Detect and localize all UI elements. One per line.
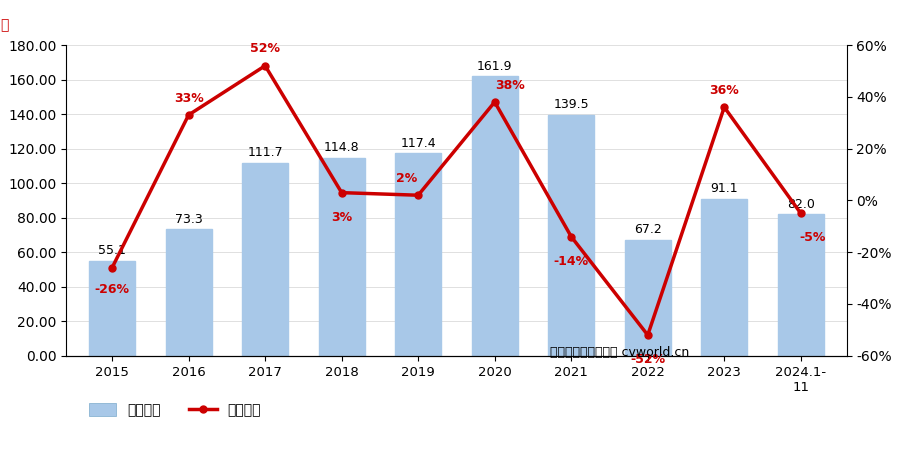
Legend: 重卡销量, 同比增长: 重卡销量, 同比增长 [89, 403, 262, 417]
Text: 161.9: 161.9 [477, 60, 512, 73]
Text: 73.3: 73.3 [174, 213, 202, 226]
Text: 3%: 3% [331, 211, 352, 224]
Text: 2%: 2% [396, 172, 417, 185]
Bar [396, 153, 441, 356]
Text: 38%: 38% [495, 79, 525, 91]
Text: 114.8: 114.8 [324, 141, 360, 154]
Bar [548, 115, 594, 356]
Text: -26%: -26% [94, 283, 129, 296]
Text: -5%: -5% [799, 231, 825, 245]
Text: 万: 万 [0, 18, 8, 33]
Text: 82.0: 82.0 [787, 198, 814, 211]
Text: 33%: 33% [174, 91, 203, 105]
Bar [701, 199, 747, 356]
Text: -14%: -14% [554, 255, 589, 268]
Text: 52%: 52% [250, 42, 280, 55]
Bar [242, 163, 288, 356]
Text: 55.1: 55.1 [98, 244, 126, 257]
Text: 91.1: 91.1 [710, 182, 738, 195]
Text: 139.5: 139.5 [554, 99, 589, 111]
Text: -52%: -52% [630, 353, 665, 366]
Text: 111.7: 111.7 [247, 146, 283, 159]
Text: 117.4: 117.4 [400, 137, 436, 150]
Bar [165, 229, 211, 356]
Bar [89, 261, 135, 356]
Bar [625, 240, 671, 356]
Bar [472, 76, 518, 356]
Bar [778, 214, 823, 356]
Text: 制图：第一商用车网 cvworld.cn: 制图：第一商用车网 cvworld.cn [550, 346, 690, 359]
Bar [318, 157, 365, 356]
Text: 36%: 36% [709, 84, 739, 97]
Text: 67.2: 67.2 [634, 223, 662, 237]
